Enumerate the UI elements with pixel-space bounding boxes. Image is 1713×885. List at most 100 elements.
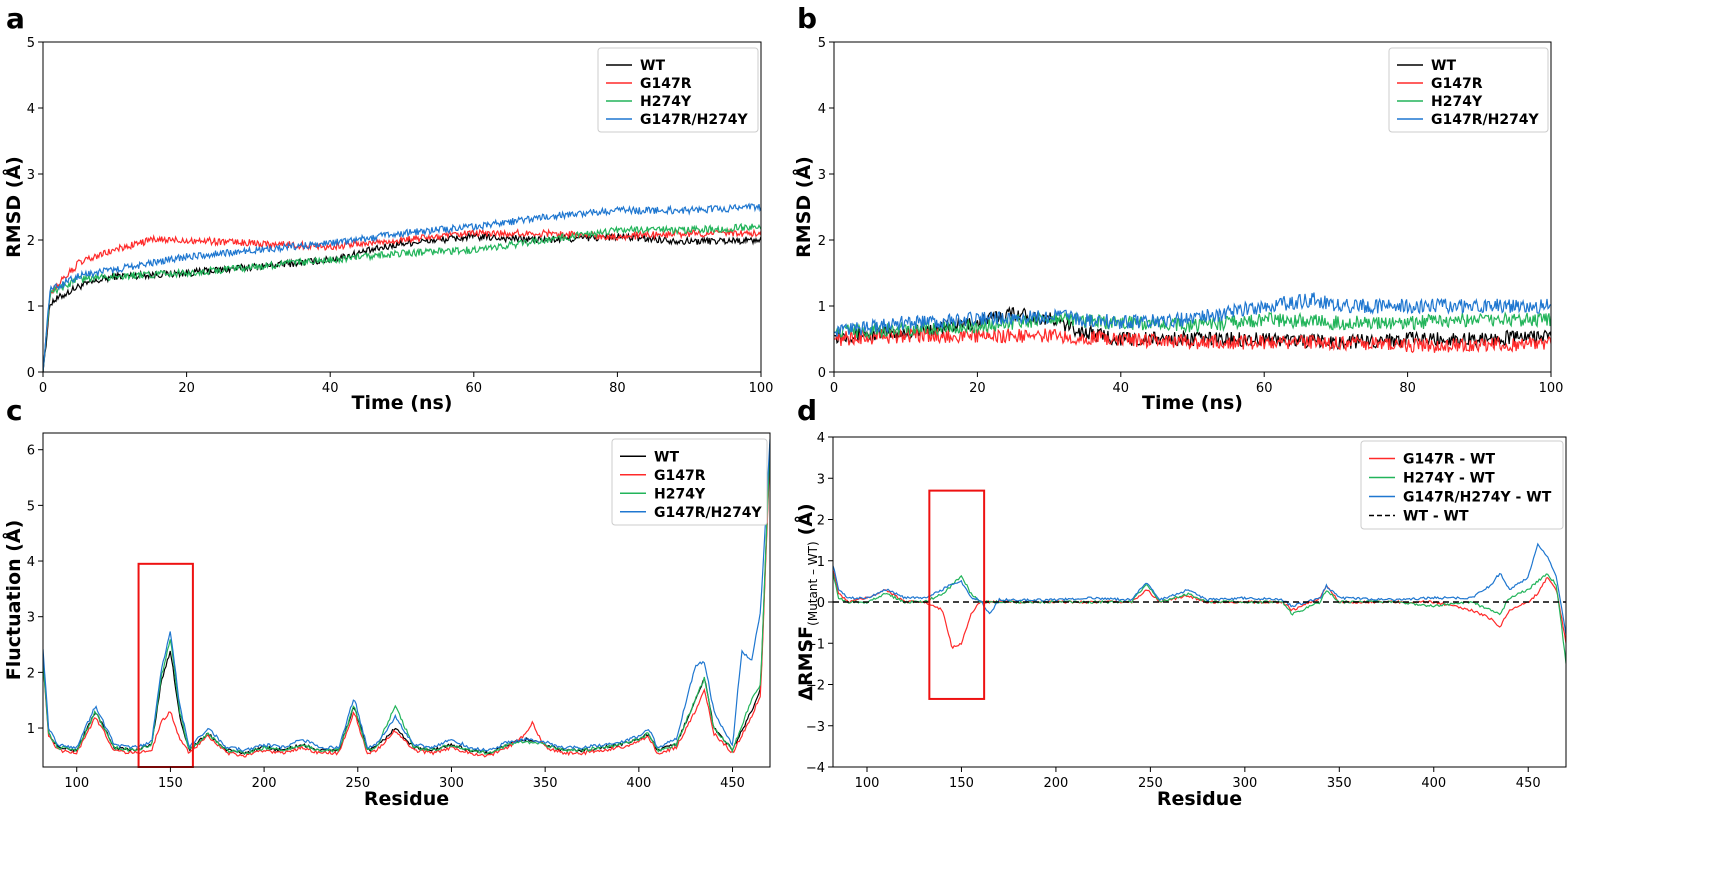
x-tick-label: 350 [1327,776,1352,791]
legend: WT G147R H274Y G147R/H274Y [611,438,768,526]
x-tick-label: 200 [252,776,277,791]
x-tick-label: 40 [1113,381,1130,396]
x-axis-label: Residue [1157,788,1242,810]
y-tick-label: 1 [817,555,825,570]
axes-frame [42,432,771,768]
y-tick-label: 3 [818,168,826,183]
x-tick-label: 400 [1421,776,1446,791]
x-tick-label: 300 [439,776,464,791]
x-tick-label: 200 [1044,776,1069,791]
panel-letter: c [6,394,23,427]
legend-box [611,438,768,526]
legend-entry: WT [654,449,679,465]
legend-entry: G147R [654,468,706,484]
series-line-h274y [43,222,761,372]
y-tick-label: 2 [27,234,35,249]
y-tick-label: −2 [806,679,825,694]
series-line-g147r [834,327,1551,354]
y-tick-label: 2 [817,514,825,529]
y-tick-label: 4 [817,431,825,446]
x-tick-label: 250 [345,776,370,791]
y-tick-label: 0 [27,366,35,381]
y-tick-label: 5 [27,499,35,514]
legend-entry: G147R [640,76,692,92]
legend-entry: H274Y [640,94,692,110]
x-tick-label: 150 [949,776,974,791]
series-line-h274y [43,444,770,755]
legend-entry: G147R - WT [1403,452,1495,468]
series-line-g147r-h274y [834,292,1551,337]
x-tick-label: 250 [1138,776,1163,791]
y-tick-label: 1 [818,300,826,315]
y-tick-label: 1 [27,722,35,737]
series-line-g147r-wt [833,570,1566,650]
y-axis-label: RMSD (Å) [1,156,25,258]
panel-c: c 100 150 200 250 300 350 400 450 1 2 3 4 5 6 Residue Fl… [1,394,771,810]
legend-entry: H274Y [1431,94,1483,110]
series-line-g147r [43,449,770,758]
y-tick-label: 5 [818,36,826,51]
x-tick-label: 60 [466,381,483,396]
x-axis-label: Residue [364,788,449,810]
legend-entry: WT [1431,58,1456,74]
series-line-g147r-h274y [43,202,761,372]
panel-b: b 0 20 40 60 80 100 0 1 2 3 4 5 Time (ns) RMSD (Å) WT G1… [791,2,1563,414]
y-tick-label: 1 [27,300,35,315]
panel-letter: a [6,2,25,35]
y-tick-label: 5 [27,36,35,51]
legend-entry: G147R/H274Y [654,505,763,521]
legend-entry: G147R/H274Y [1431,112,1540,128]
panel-letter: d [797,394,817,427]
panel-letter: b [797,2,817,35]
x-tick-label: 150 [158,776,183,791]
legend-entry: H274Y - WT [1403,471,1495,487]
x-tick-label: 350 [533,776,558,791]
x-tick-label: 40 [322,381,339,396]
y-tick-label: 6 [27,444,35,459]
legend-entry: WT [640,58,665,74]
x-tick-label: 100 [749,381,774,396]
x-tick-label: 20 [178,381,195,396]
y-tick-label: 4 [27,102,35,117]
legend-entry: G147R [1431,76,1483,92]
axes-frame [833,41,1552,373]
y-axis-label: ΔRMSF(Mutant – WT)(Å) [793,503,820,701]
x-tick-label: 0 [39,381,47,396]
x-tick-label: 100 [855,776,880,791]
y-tick-label: 3 [27,168,35,183]
y-tick-label: 0 [818,366,826,381]
x-axis-label: Time (ns) [1142,392,1243,414]
series-line-wt [43,230,761,372]
panel-a: a 0 20 40 60 80 100 0 1 2 3 4 5 Time (ns) RMSD (Å) WT G1… [1,2,773,414]
y-tick-label: 4 [27,555,35,570]
x-tick-label: 100 [64,776,89,791]
y-tick-label: −4 [806,761,825,776]
y-tick-label: 4 [818,102,826,117]
series-line-g147r-h274y-wt [833,542,1566,636]
y-tick-label: −3 [806,720,825,735]
legend-entry: G147R/H274Y - WT [1403,490,1552,506]
x-tick-label: 0 [830,381,838,396]
legend-box [1360,440,1564,530]
y-axis-label: RMSD (Å) [791,156,815,258]
x-tick-label: 400 [626,776,651,791]
x-tick-label: 450 [720,776,745,791]
y-tick-label: −1 [806,637,825,652]
legend-box [1388,47,1549,133]
series-line-h274y-wt [833,572,1566,664]
y-tick-label: 0 [817,596,825,611]
series-line-g147r-h274y [43,439,770,752]
panel-d: d 100 150 200 250 300 350 400 450 −4 −3 −2 −1 0 1 2 3 4 Re… [793,394,1567,810]
x-tick-label: 450 [1516,776,1541,791]
legend-entry: WT - WT [1403,509,1469,525]
legend-entry: H274Y [654,486,706,502]
series-line-g147r [43,228,761,372]
highlight-box [928,489,986,700]
y-tick-label: 2 [818,234,826,249]
series-line-wt [834,305,1551,351]
legend: G147R - WT H274Y - WT G147R/H274Y - WT WT -… [1360,440,1564,530]
y-tick-label: 3 [817,472,825,487]
legend-entry: G147R/H274Y [640,112,749,128]
x-tick-label: 80 [1399,381,1416,396]
